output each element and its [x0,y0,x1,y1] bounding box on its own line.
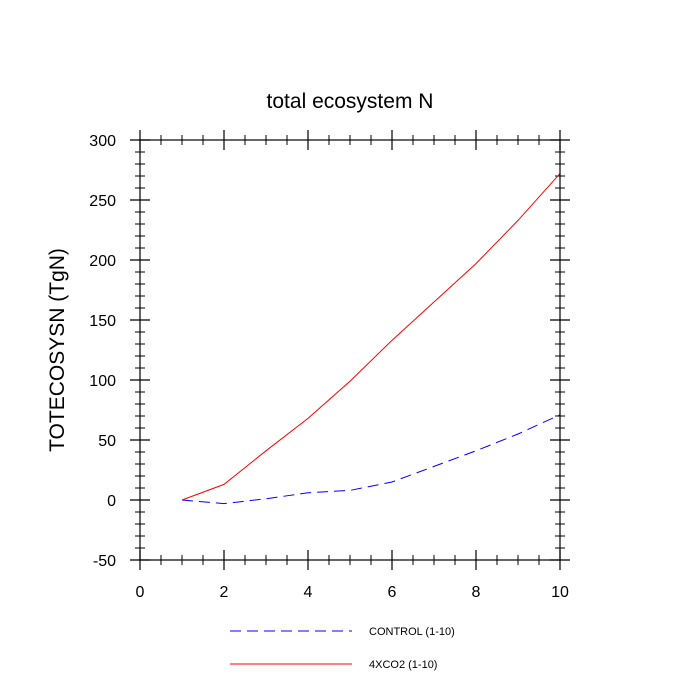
legend: CONTROL (1-10) 4XCO2 (1-10) [230,626,455,671]
y-tick-label: 50 [98,433,116,450]
series-lines [181,173,561,505]
x-tick-label: 2 [220,584,229,601]
series-line-control [181,414,561,505]
x-tick-label: 0 [136,584,145,601]
legend-label-control: CONTROL (1-10) [369,626,455,638]
x-tick-label: 4 [304,584,313,601]
tick-labels: 0 2 4 6 8 10 -50 0 50 100 150 200 250 300 [89,133,569,601]
chart-title: total ecosystem N [267,90,434,113]
y-tick-label: 0 [107,493,116,510]
y-tick-label: -50 [93,553,116,570]
x-tick-label: 8 [472,584,481,601]
x-tick-label: 6 [388,584,397,601]
y-tick-label: 300 [89,133,116,150]
plot-frame [139,139,561,561]
y-tick-label: 250 [89,193,116,210]
minor-ticks [135,135,565,565]
legend-label-4xco2: 4XCO2 (1-10) [369,659,437,671]
y-tick-label: 100 [89,373,116,390]
y-tick-label: 200 [89,253,116,270]
y-axis-label: TOTECOSYSN (TgN) [46,248,69,452]
major-ticks [130,130,570,570]
series-line-4xco2 [181,173,561,501]
y-tick-label: 150 [89,313,116,330]
x-tick-label: 10 [551,584,569,601]
